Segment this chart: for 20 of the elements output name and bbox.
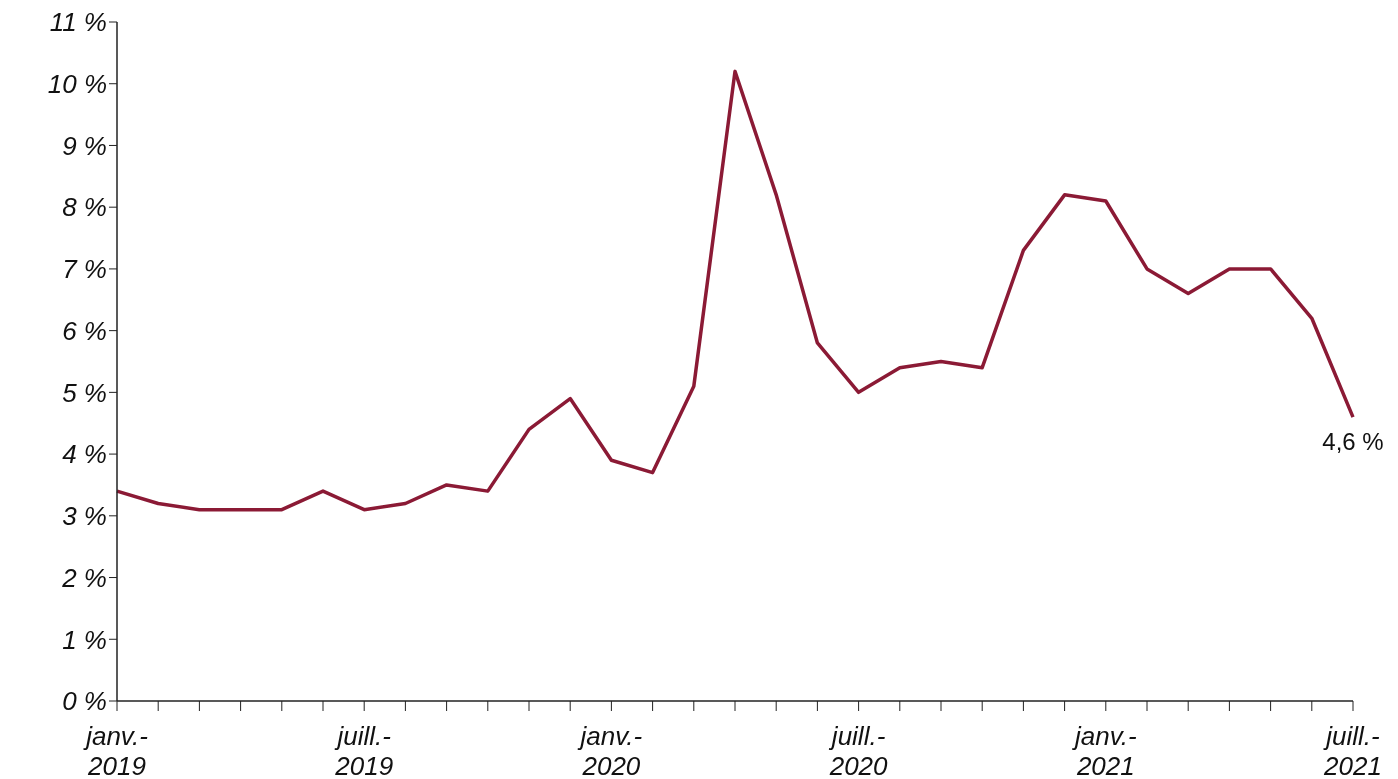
y-tick-label: 5 %: [62, 377, 107, 408]
x-tick-label: juill.-2021: [1323, 721, 1382, 779]
y-tick-label: 0 %: [62, 686, 107, 717]
y-tick-label: 2 %: [61, 562, 107, 593]
x-tick-label: juill.-2020: [828, 721, 889, 779]
annotation: 4,6 %: [1322, 428, 1384, 456]
y-tick-label: 8 %: [62, 192, 107, 223]
y-tick-label: 11 %: [49, 7, 107, 38]
x-tick-label: janv.-2019: [83, 721, 149, 779]
x-tick-label: janv.-2020: [577, 721, 643, 779]
line-series: [115, 69, 1355, 512]
y-tick-label: 1 %: [62, 624, 107, 655]
y-tick-label: 9 %: [62, 130, 107, 161]
y-tick-label: 4 %: [62, 439, 107, 470]
y-tick-label: 7 %: [62, 254, 107, 285]
y-tick-label: 10 %: [47, 68, 107, 99]
x-tick-label: janv.-2021: [1071, 721, 1137, 779]
x-tick-label: juill.-2019: [334, 721, 394, 779]
y-tick-label: 6 %: [62, 315, 107, 346]
y-tick-label: 3 %: [62, 501, 107, 532]
